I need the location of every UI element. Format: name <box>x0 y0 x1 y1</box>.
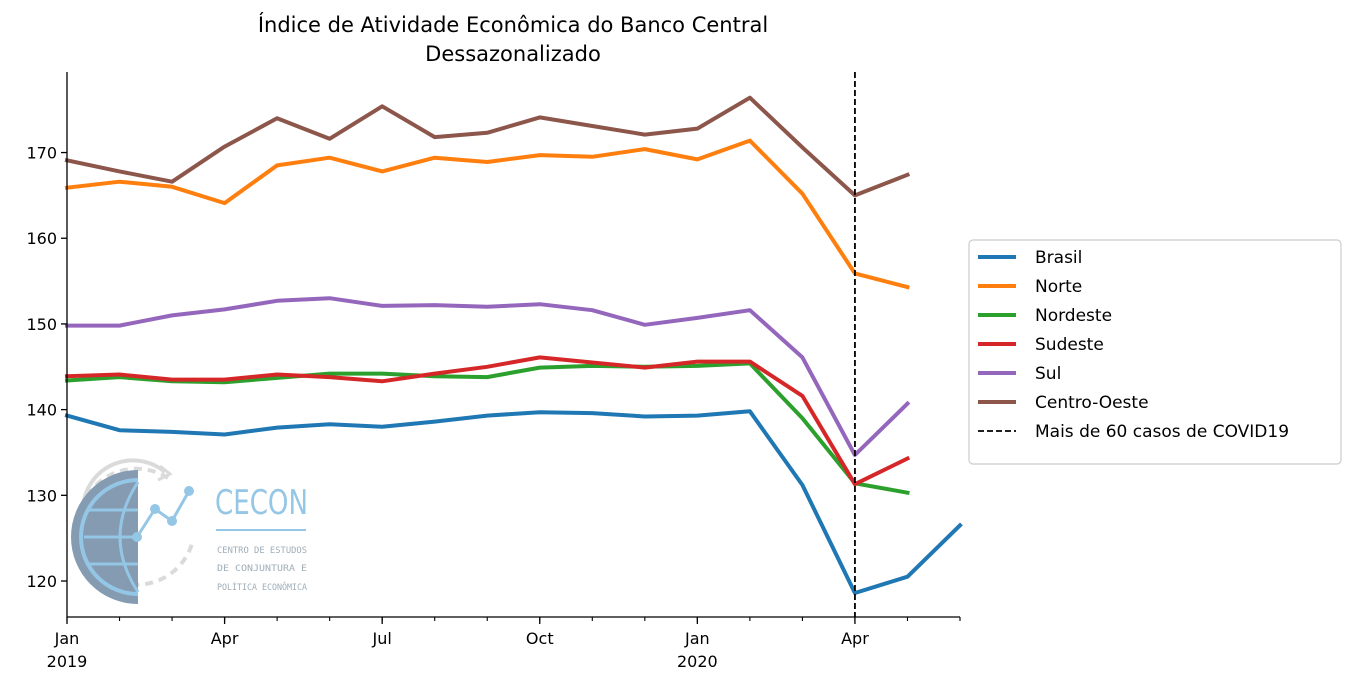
series-line-nordeste <box>64 361 910 496</box>
series-line-sul <box>65 296 911 457</box>
series-line-norte <box>64 138 910 290</box>
logo-wordmark: CECON <box>215 483 308 523</box>
legend-label: Nordeste <box>1035 306 1112 326</box>
y-tick-label: 160 <box>26 229 57 248</box>
x-tick-label: Oct <box>526 629 554 648</box>
legend-label: Centro-Oeste <box>1035 393 1149 413</box>
cecon-logo: CECON CENTRO DE ESTUDOS DE CONJUNTURA E … <box>71 458 308 604</box>
y-tick-label: 130 <box>26 486 57 505</box>
y-tick-label: 150 <box>26 315 57 334</box>
legend-label: Brasil <box>1035 248 1082 268</box>
logo-tagline-2: DE CONJUNTURA E <box>217 564 307 574</box>
chart-title: Índice de Atividade Econômica do Banco C… <box>258 12 768 37</box>
x-tick-sublabel: 2019 <box>47 652 88 671</box>
x-tick-sublabel: 2020 <box>677 652 718 671</box>
x-tick-label: Apr <box>211 629 239 648</box>
x-tick-label: Jan <box>684 629 710 648</box>
y-tick-label: 120 <box>26 572 57 591</box>
y-tick-label: 140 <box>26 401 57 420</box>
logo-tagline-3: POLÍTICA ECONÔMICA <box>217 581 308 593</box>
series-line-brasil <box>64 409 963 595</box>
legend-label: Sudeste <box>1035 335 1104 355</box>
legend-label: Mais de 60 casos de COVID19 <box>1035 422 1289 442</box>
x-tick-label: Jul <box>372 629 392 648</box>
legend: Brasil Norte Nordeste Sudeste Sul Centro-Oest… <box>968 239 1342 465</box>
series-line-sudeste <box>64 355 911 487</box>
series-line-centro-oeste <box>64 95 911 198</box>
x-tick-label: Apr <box>841 629 869 648</box>
logo-tagline-1: CENTRO DE ESTUDOS <box>217 546 307 556</box>
legend-label: Norte <box>1035 277 1082 297</box>
chart-subtitle: Dessazonalizado <box>425 42 601 66</box>
plot-area <box>64 72 963 617</box>
legend-box <box>968 239 1342 465</box>
axes: 120 130 140 150 160 170 Jan 2019 Apr Jul Oct Jan 202… <box>26 72 961 671</box>
legend-label: Sul <box>1035 364 1061 384</box>
x-tick-label: Jan <box>54 629 80 648</box>
y-tick-label: 170 <box>26 144 57 163</box>
